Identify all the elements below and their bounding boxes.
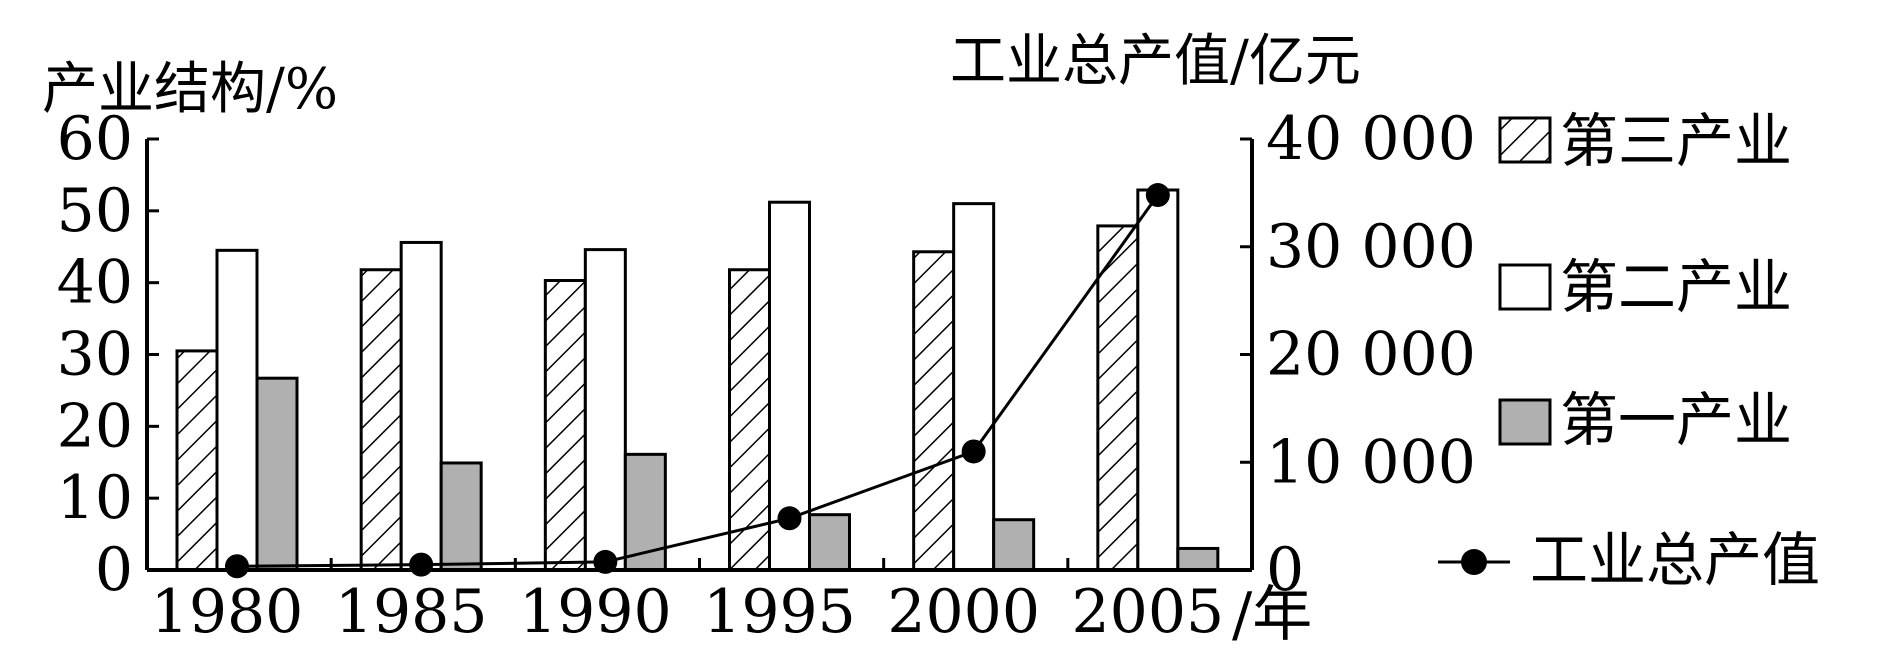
legend-swatch-tertiary <box>1498 116 1552 164</box>
legend: 第三产业 第二产业 第一产业 工业总产值 <box>1438 107 1820 594</box>
left-axis-title: 产业结构/% <box>42 57 338 122</box>
legend-label-secondary: 第二产业 <box>1560 253 1792 321</box>
x-tick-label: 1985 <box>335 577 488 647</box>
bar-secondary-2000 <box>952 202 996 572</box>
industrial-output-point-2000 <box>961 439 986 464</box>
bar-tertiary-1985 <box>359 268 403 572</box>
bar-primary-1980 <box>255 376 299 572</box>
bar-secondary-2005 <box>1136 188 1180 572</box>
x-tick-label: 1980 <box>151 577 304 647</box>
right-tick-label: 20 000 <box>1266 320 1476 390</box>
left-tick-label: 30 <box>57 320 133 390</box>
bar-secondary-1985 <box>399 240 443 572</box>
right-tick-label: 0 <box>1266 535 1304 605</box>
industrial-output-line <box>236 194 1160 568</box>
legend-label-industrial-output: 工业总产值 <box>1530 526 1820 594</box>
bar-secondary-1990 <box>583 248 627 572</box>
right-tick-label: 40 000 <box>1266 104 1476 174</box>
bar-tertiary-1980 <box>175 349 219 572</box>
bar-tertiary-1990 <box>543 279 587 572</box>
right-axis-title: 工业总产值/亿元 <box>950 29 1361 94</box>
bars-layer <box>175 188 1220 572</box>
left-tick-label: 20 <box>57 391 133 461</box>
x-tick-label: 2005 <box>1071 577 1224 647</box>
line-layer <box>225 183 1170 579</box>
industrial-output-point-1995 <box>777 506 802 531</box>
industrial-output-point-2005 <box>1145 183 1170 208</box>
left-tick-label: 40 <box>57 248 133 318</box>
bar-primary-2000 <box>992 518 1036 572</box>
bar-primary-1985 <box>439 461 483 572</box>
bar-tertiary-2005 <box>1096 224 1140 572</box>
axes-layer <box>145 139 1254 572</box>
legend-label-tertiary: 第三产业 <box>1560 107 1792 175</box>
left-tick-label: 10 <box>57 463 133 533</box>
bar-primary-2005 <box>1176 546 1220 572</box>
legend-swatch-primary <box>1498 398 1552 446</box>
x-tick-label: 1995 <box>703 577 856 647</box>
bar-primary-1995 <box>808 513 851 572</box>
bar-secondary-1980 <box>215 248 259 572</box>
legend-swatch-secondary <box>1498 263 1552 311</box>
left-tick-label: 0 <box>95 535 133 605</box>
x-tick-label: 2000 <box>887 577 1040 647</box>
bar-tertiary-2000 <box>912 250 956 572</box>
legend-swatch-marker <box>1461 549 1487 575</box>
industrial-output-point-1980 <box>225 554 249 579</box>
x-tick-label: 1990 <box>519 577 672 647</box>
right-tick-label: 30 000 <box>1266 212 1476 282</box>
left-tick-label: 50 <box>57 176 133 246</box>
legend-label-primary: 第一产业 <box>1560 386 1792 454</box>
right-tick-label: 10 000 <box>1266 427 1476 497</box>
industrial-output-point-1985 <box>409 552 434 577</box>
left-tick-label: 60 <box>57 104 133 174</box>
industrial-output-point-1990 <box>593 549 618 574</box>
x-unit-label: /年 <box>1232 580 1312 650</box>
